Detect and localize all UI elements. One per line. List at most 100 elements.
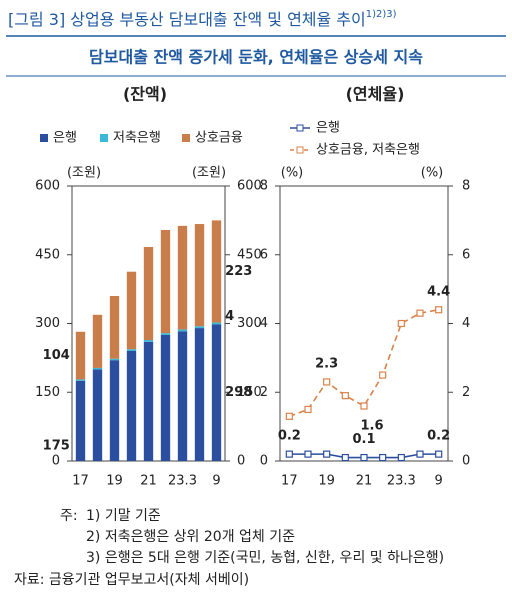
- bar-segment: [160, 334, 171, 461]
- point-marker: [285, 450, 293, 458]
- point-marker: [379, 453, 387, 462]
- y-tick-label: 2: [260, 385, 268, 400]
- bar-segment: [143, 341, 154, 461]
- x-tick-label: 21: [140, 474, 157, 489]
- bar-segment: [177, 331, 188, 461]
- x-tick-label: 17: [281, 474, 298, 489]
- point-marker: [341, 453, 349, 462]
- y-tick-label: 6: [260, 247, 268, 262]
- panel-title: (연체율): [346, 85, 405, 104]
- y-tick-label: 0: [260, 454, 268, 469]
- point-marker: [416, 450, 424, 458]
- x-tick-label: 19: [106, 474, 123, 489]
- legend-marker: [296, 124, 304, 132]
- bar-segment: [75, 331, 86, 380]
- bar-segment: [194, 224, 205, 327]
- y2-tick-label: 4: [462, 316, 470, 331]
- bar-segment: [109, 360, 120, 461]
- y2-tick-label: 8: [462, 179, 470, 194]
- legend-marker: [296, 146, 304, 154]
- bar-segment: [194, 326, 205, 329]
- bar-segment: [160, 230, 171, 334]
- title-text: [그림 3] 상업용 부동산 담보대출 잔액 및 연체율 추이: [8, 10, 366, 29]
- x-tick-label: 9: [435, 474, 443, 489]
- bar-segment: [194, 328, 205, 461]
- y-unit: (%): [281, 166, 304, 181]
- title-note: 1)2)3): [366, 9, 397, 20]
- y-tick-label: 450: [35, 247, 60, 262]
- y2-tick-label: 0: [237, 454, 245, 469]
- legend-swatch: [182, 134, 190, 142]
- point-marker: [435, 450, 443, 458]
- point-marker: [379, 371, 387, 379]
- bar-segment: [177, 329, 188, 332]
- bar-segment: [160, 333, 171, 335]
- y2-tick-label: 0: [462, 454, 470, 469]
- point-marker: [304, 405, 312, 414]
- data-label: 4: [225, 309, 234, 324]
- data-label: 175: [43, 438, 70, 453]
- bar-segment: [126, 351, 137, 461]
- x-tick-label: 21: [356, 474, 373, 489]
- source: 자료: 금융기관 업무보고서(자체 서베이): [14, 572, 249, 588]
- data-label: 0.1: [352, 432, 375, 447]
- data-label: 1.6: [360, 419, 383, 434]
- legend-label: 저축은행: [113, 130, 161, 146]
- y2-unit: (조원): [192, 166, 226, 181]
- bar-segment: [143, 246, 154, 340]
- y2-tick-label: 600: [237, 179, 262, 194]
- point-marker: [360, 453, 368, 462]
- note: 3) 은행은 5대 은행 기준(국민, 농협, 신한, 우리 및 하나은행): [86, 550, 444, 566]
- point-marker: [323, 450, 331, 458]
- data-label: 223: [225, 264, 252, 279]
- legend-swatch: [100, 134, 108, 142]
- legend-label: 은행: [316, 120, 340, 136]
- y2-tick-label: 6: [462, 247, 470, 262]
- notes-label: 주:: [60, 508, 78, 524]
- panel-title: (잔액): [123, 85, 167, 104]
- bar-segment: [92, 367, 103, 370]
- y-tick-label: 150: [35, 385, 60, 400]
- figure-title: [그림 3] 상업용 부동산 담보대출 잔액 및 연체율 추이1)2)3): [8, 9, 397, 29]
- bar-segment: [126, 349, 137, 351]
- bar-segment: [211, 322, 222, 325]
- y2-tick-label: 2: [462, 385, 470, 400]
- y-tick-label: 300: [35, 316, 60, 331]
- bar-segment: [109, 296, 120, 359]
- data-label: 0.2: [427, 429, 450, 444]
- y-tick-label: 8: [260, 179, 268, 194]
- y-tick-label: 4: [260, 316, 268, 331]
- note: 1) 기말 기준: [86, 508, 161, 524]
- point-marker: [435, 306, 443, 314]
- point-marker: [341, 392, 349, 400]
- point-marker: [304, 450, 312, 458]
- y2-tick-label: 150: [237, 385, 262, 400]
- bar-segment: [92, 314, 103, 368]
- point-marker: [360, 402, 368, 410]
- bar-segment: [211, 324, 222, 461]
- x-tick-label: 23.3: [168, 474, 197, 489]
- bar-segment: [211, 220, 222, 323]
- legend-label: 상호금융: [195, 131, 243, 146]
- data-label: 4.4: [427, 284, 450, 299]
- figure-subtitle: 담보대출 잔액 증가세 둔화, 연체율은 상승세 지속: [89, 48, 423, 67]
- y2-tick-label: 450: [237, 247, 262, 262]
- bar-segment: [177, 225, 188, 330]
- data-label: 2.3: [315, 356, 338, 371]
- point-marker: [397, 319, 405, 328]
- y-unit: (조원): [67, 166, 101, 181]
- y-tick-label: 600: [35, 179, 60, 194]
- point-marker: [397, 453, 405, 462]
- bar-segment: [92, 369, 103, 461]
- x-tick-label: 23.3: [387, 474, 416, 489]
- y-tick-label: 0: [52, 454, 60, 469]
- series-line: [289, 308, 439, 418]
- legend-label: 상호금융, 저축은행: [316, 142, 420, 158]
- point-marker: [285, 412, 293, 420]
- legend-label: 은행: [53, 130, 77, 146]
- y2-unit: (%): [421, 166, 444, 181]
- data-label: 0.2: [278, 429, 301, 444]
- bar-segment: [109, 358, 120, 361]
- data-label: 104: [43, 348, 70, 363]
- x-tick-label: 19: [318, 474, 335, 489]
